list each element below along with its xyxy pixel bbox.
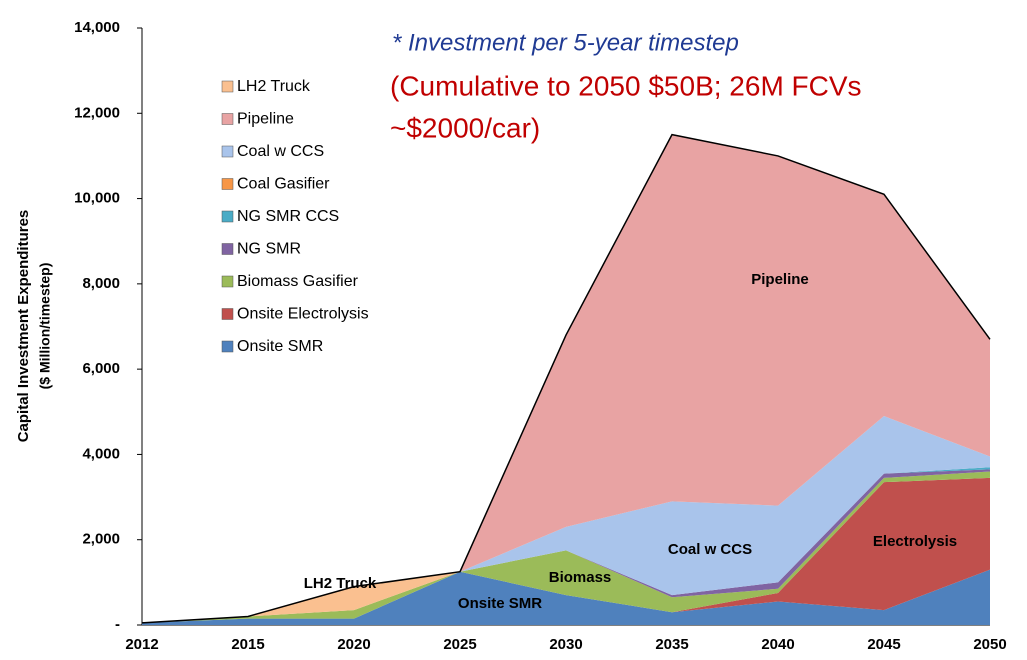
y-tick-label: - (115, 616, 120, 633)
area-label: Electrolysis (873, 533, 957, 550)
legend-swatch (221, 145, 234, 158)
area (142, 471, 990, 623)
annotation: ~$2000/car) (390, 112, 540, 143)
area (142, 469, 990, 623)
area (142, 569, 990, 625)
legend-swatch (221, 340, 234, 353)
annotation: (Cumulative to 2050 $50B; 26M FCVs (390, 70, 862, 101)
x-tick-label: 2040 (761, 636, 794, 653)
y-axis-label: ($ Million/timestep) (37, 263, 53, 390)
area-label: Biomass (549, 569, 612, 586)
area-label: Pipeline (751, 271, 809, 288)
y-tick-label: 6,000 (82, 360, 120, 377)
y-tick-label: 2,000 (82, 531, 120, 548)
x-tick-label: 2020 (337, 636, 370, 653)
legend-swatch (221, 210, 234, 223)
area-label: LH2 Truck (304, 575, 377, 592)
legend-label: Onsite Electrolysis (237, 306, 369, 323)
area (142, 134, 990, 623)
area (142, 416, 990, 623)
legend-label: NG SMR CCS (237, 208, 339, 225)
legend-label: Biomass Gasifier (237, 273, 359, 290)
area-label: Onsite SMR (458, 595, 542, 612)
y-tick-label: 14,000 (74, 19, 120, 36)
legend-swatch (221, 308, 234, 320)
y-axis-label: Capital Investment Expenditures (15, 210, 32, 443)
legend-swatch (221, 275, 234, 288)
x-tick-label: 2035 (655, 636, 688, 653)
legend-label: Coal Gasifier (237, 176, 330, 193)
x-tick-label: 2015 (231, 636, 264, 653)
total-outline (141, 133, 991, 624)
x-tick-label: 2045 (867, 636, 900, 653)
legend-label: Coal w CCS (237, 143, 324, 160)
y-tick-label: 12,000 (74, 104, 120, 121)
y-tick-label: 8,000 (82, 275, 120, 292)
legend-swatch (221, 80, 234, 93)
legend-label: Onsite SMR (237, 338, 323, 355)
legend-label: LH2 Truck (237, 78, 311, 95)
annotation: * Investment per 5-year timestep (392, 29, 739, 56)
legend-label: NG SMR (237, 241, 301, 258)
x-tick-label: 2030 (549, 636, 582, 653)
y-tick-label: 4,000 (82, 445, 120, 462)
x-tick-label: 2050 (973, 636, 1006, 653)
legend-swatch (221, 178, 234, 190)
x-tick-label: 2025 (443, 636, 476, 653)
legend-label: Pipeline (237, 111, 294, 128)
area-label: Coal w CCS (668, 541, 752, 558)
x-tick-label: 2012 (125, 636, 158, 653)
area (142, 477, 990, 623)
legend-swatch (221, 243, 234, 255)
y-tick-label: 10,000 (74, 190, 120, 207)
legend-swatch (221, 113, 234, 125)
